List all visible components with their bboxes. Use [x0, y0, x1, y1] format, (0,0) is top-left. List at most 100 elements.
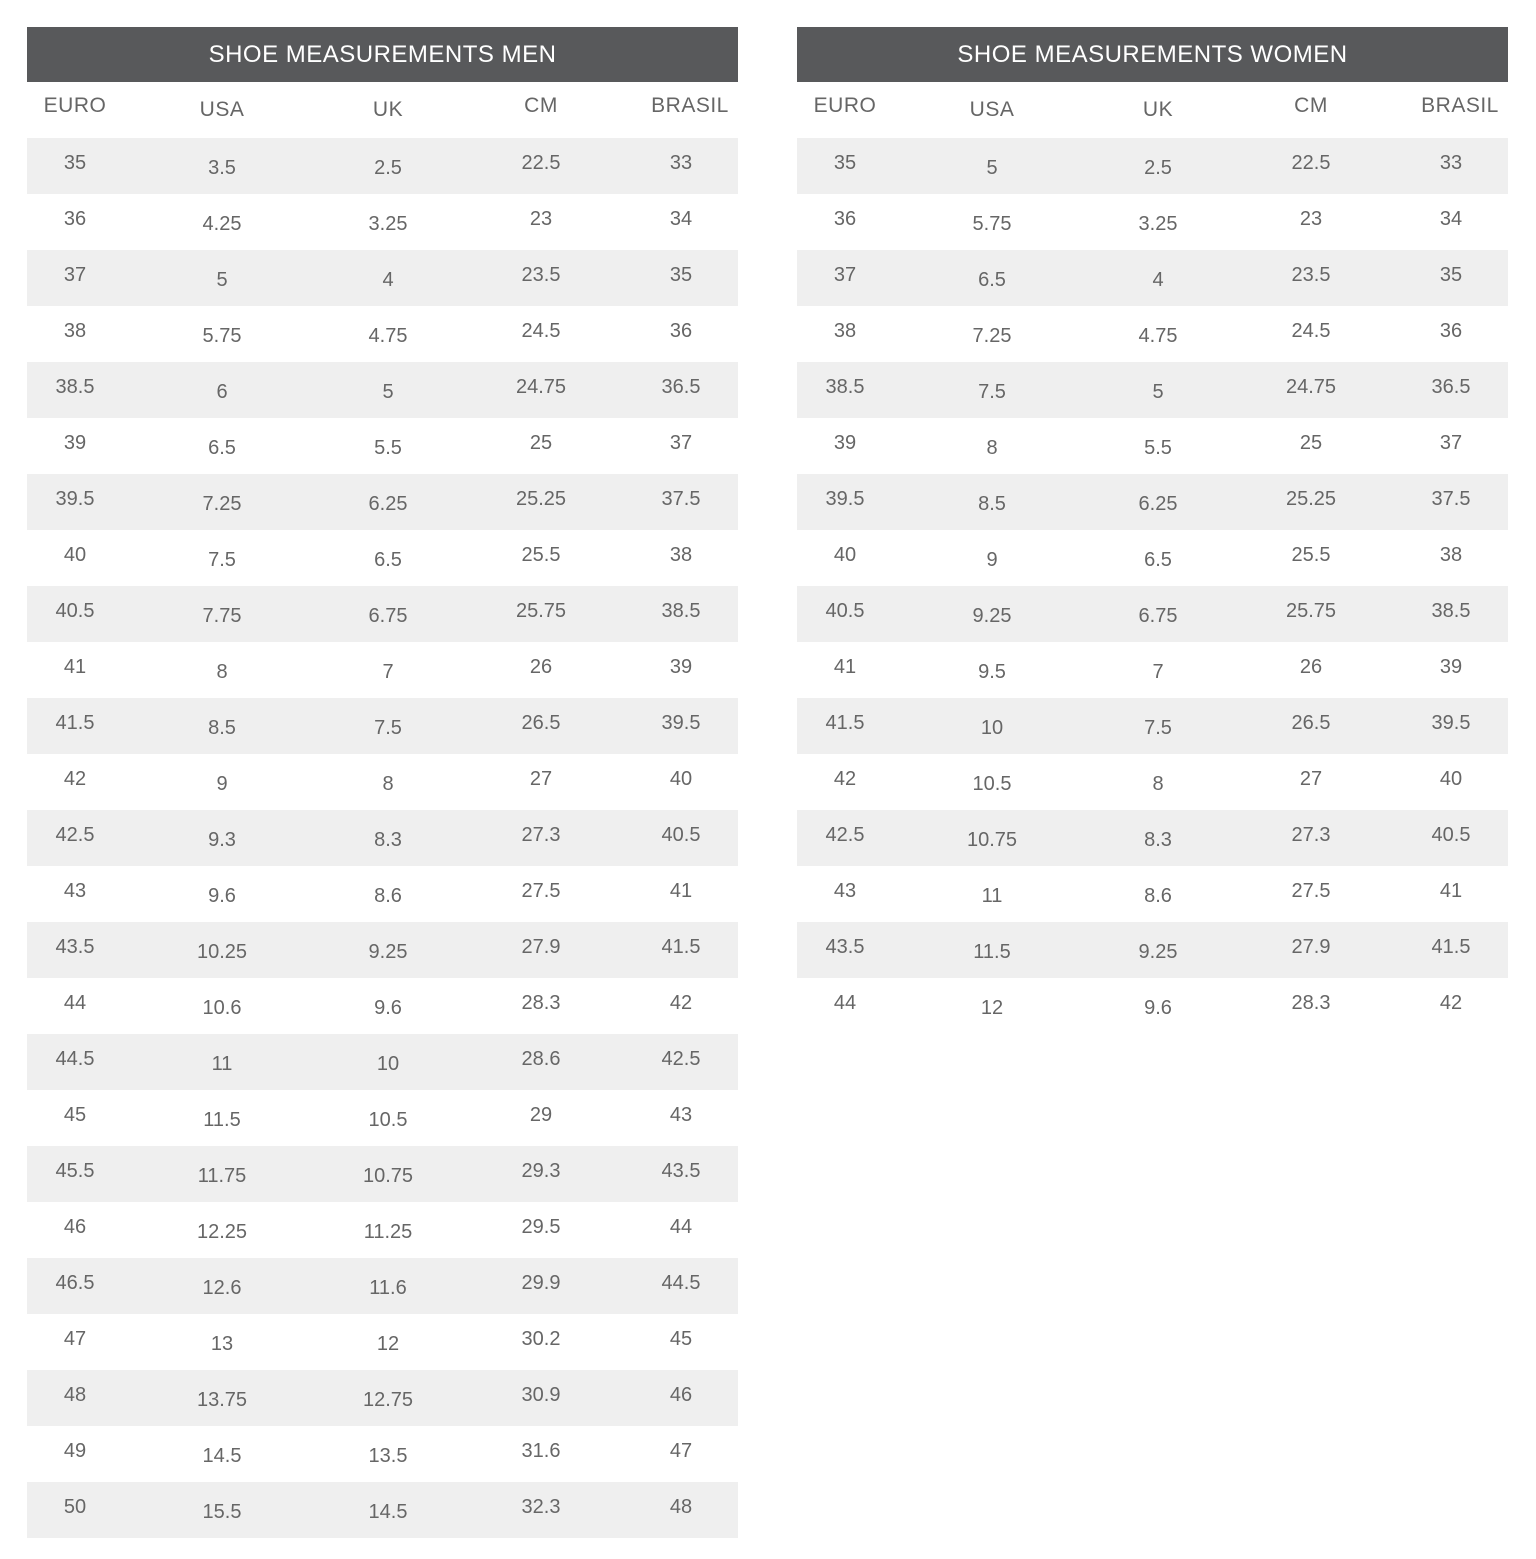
table-row: 39 8 5.5 25 37 [797, 418, 1508, 474]
cell-euro: 43.5 [825, 936, 865, 958]
table-row: 42.5 9.3 8.3 27.3 40.5 [27, 810, 738, 866]
column-header-uk: UK [372, 98, 404, 121]
cell-brasil: 39 [669, 656, 693, 678]
cell-usa: 7.5 [978, 381, 1006, 403]
table-row: 40.5 9.25 6.75 25.75 38.5 [797, 586, 1508, 642]
cell-euro: 39 [833, 432, 857, 454]
cell-brasil: 40.5 [1431, 824, 1471, 846]
cell-brasil: 36.5 [1431, 376, 1471, 398]
cell-usa: 5 [216, 269, 228, 291]
women-column-headers: EURO USA UK CM BRASIL [797, 82, 1508, 138]
cell-euro: 40 [833, 544, 857, 566]
men-column-headers: EURO USA UK CM BRASIL [27, 82, 738, 138]
cell-uk: 12 [376, 1333, 400, 1355]
cell-cm: 24.75 [515, 376, 567, 398]
table-row: 37 6.5 4 23.5 35 [797, 250, 1508, 306]
cell-brasil: 34 [1439, 208, 1463, 230]
cell-euro: 43 [63, 880, 87, 902]
cell-cm: 25.5 [521, 544, 561, 566]
cell-brasil: 39.5 [1431, 712, 1471, 734]
cell-euro: 39.5 [825, 488, 865, 510]
cell-usa: 11.5 [973, 941, 1011, 963]
cell-euro: 37 [63, 264, 87, 286]
table-row: 49 14.5 13.5 31.6 47 [27, 1426, 738, 1482]
cell-brasil: 33 [1439, 152, 1463, 174]
cell-cm: 27.5 [1291, 880, 1331, 902]
column-header-uk: UK [1142, 98, 1174, 121]
cell-euro: 43 [833, 880, 857, 902]
cell-euro: 44.5 [55, 1048, 95, 1070]
cell-brasil: 40 [1439, 768, 1463, 790]
table-row: 35 5 2.5 22.5 33 [797, 138, 1508, 194]
cell-euro: 38 [833, 320, 857, 342]
cell-uk: 8.6 [374, 885, 402, 907]
cell-uk: 4.75 [1138, 325, 1178, 347]
cell-usa: 9.6 [208, 885, 236, 907]
cell-usa: 7.25 [972, 325, 1012, 347]
cell-usa: 13 [210, 1333, 234, 1355]
cell-brasil: 43 [669, 1104, 693, 1126]
cell-uk: 11.6 [369, 1277, 407, 1299]
cell-euro: 39 [63, 432, 87, 454]
table-row: 40.5 7.75 6.75 25.75 38.5 [27, 586, 738, 642]
cell-euro: 40 [63, 544, 87, 566]
cell-brasil: 41 [1439, 880, 1463, 902]
cell-usa: 11.75 [197, 1165, 247, 1187]
cell-usa: 11 [981, 885, 1003, 907]
cell-usa: 6.5 [208, 437, 236, 459]
cell-euro: 38.5 [825, 376, 865, 398]
table-row: 46.5 12.6 11.6 29.9 44.5 [27, 1258, 738, 1314]
table-row: 41.5 8.5 7.5 26.5 39.5 [27, 698, 738, 754]
cell-euro: 42.5 [55, 824, 95, 846]
cell-brasil: 38.5 [661, 600, 701, 622]
cell-uk: 3.25 [1138, 213, 1178, 235]
cell-euro: 45 [63, 1104, 87, 1126]
table-row: 40 9 6.5 25.5 38 [797, 530, 1508, 586]
table-row: 43 9.6 8.6 27.5 41 [27, 866, 738, 922]
cell-euro: 41.5 [825, 712, 865, 734]
cell-usa: 10.25 [196, 941, 248, 963]
table-row: 44 10.6 9.6 28.3 42 [27, 978, 738, 1034]
cell-uk: 10.75 [362, 1165, 414, 1187]
table-row: 39.5 7.25 6.25 25.25 37.5 [27, 474, 738, 530]
cell-euro: 35 [833, 152, 857, 174]
cell-uk: 4 [1152, 269, 1164, 291]
column-header-euro: EURO [43, 94, 107, 117]
cell-uk: 5 [1152, 381, 1164, 403]
cell-euro: 41 [63, 656, 87, 678]
cell-cm: 30.9 [521, 1384, 561, 1406]
cell-usa: 5.75 [972, 213, 1012, 235]
cell-euro: 44 [833, 992, 857, 1014]
table-row: 43 11 8.6 27.5 41 [797, 866, 1508, 922]
cell-usa: 11.5 [203, 1109, 241, 1131]
table-row: 44.5 11 10 28.6 42.5 [27, 1034, 738, 1090]
cell-cm: 23 [1299, 208, 1323, 230]
cell-uk: 7 [382, 661, 394, 683]
cell-brasil: 42 [1439, 992, 1463, 1014]
cell-usa: 4.25 [202, 213, 242, 235]
cell-brasil: 36 [669, 320, 693, 342]
table-row: 46 12.25 11.25 29.5 44 [27, 1202, 738, 1258]
cell-uk: 5.5 [1144, 437, 1172, 459]
cell-uk: 8.3 [374, 829, 402, 851]
column-header-brasil: BRASIL [651, 94, 729, 117]
table-row: 41 9.5 7 26 39 [797, 642, 1508, 698]
cell-brasil: 35 [669, 264, 693, 286]
cell-cm: 23 [529, 208, 553, 230]
cell-brasil: 34 [669, 208, 693, 230]
cell-euro: 38.5 [55, 376, 95, 398]
table-row: 45 11.5 10.5 29 43 [27, 1090, 738, 1146]
table-row: 42 9 8 27 40 [27, 754, 738, 810]
cell-cm: 23.5 [1291, 264, 1331, 286]
cell-brasil: 41.5 [1431, 936, 1471, 958]
cell-cm: 25.25 [1285, 488, 1337, 510]
table-row: 39.5 8.5 6.25 25.25 37.5 [797, 474, 1508, 530]
table-row: 36 4.25 3.25 23 34 [27, 194, 738, 250]
table-row: 43.5 10.25 9.25 27.9 41.5 [27, 922, 738, 978]
table-row: 38.5 6 5 24.75 36.5 [27, 362, 738, 418]
cell-uk: 4 [382, 269, 394, 291]
cell-uk: 2.5 [374, 157, 402, 179]
cell-cm: 26.5 [521, 712, 561, 734]
cell-usa: 5 [986, 157, 998, 179]
cell-uk: 6.5 [1144, 549, 1172, 571]
